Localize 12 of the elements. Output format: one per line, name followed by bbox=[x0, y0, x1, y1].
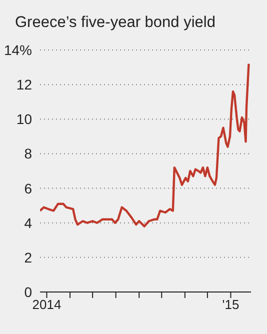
y-tick-label: 0 bbox=[24, 284, 32, 300]
chart-title: Greece’s five-year bond yield bbox=[15, 14, 216, 32]
y-tick-label: 10 bbox=[16, 111, 32, 128]
y-tick-label: 2 bbox=[24, 249, 32, 266]
line-series bbox=[40, 62, 250, 228]
x-tick-label: 2014 bbox=[32, 297, 62, 312]
y-tick-label: 14% bbox=[4, 42, 32, 58]
y-tick-label: 8 bbox=[24, 146, 32, 162]
y-tick-label: 6 bbox=[24, 180, 32, 196]
x-tick-label: '15 bbox=[222, 297, 240, 312]
y-tick-label: 12 bbox=[16, 76, 32, 93]
y-tick-label: 4 bbox=[24, 214, 32, 231]
